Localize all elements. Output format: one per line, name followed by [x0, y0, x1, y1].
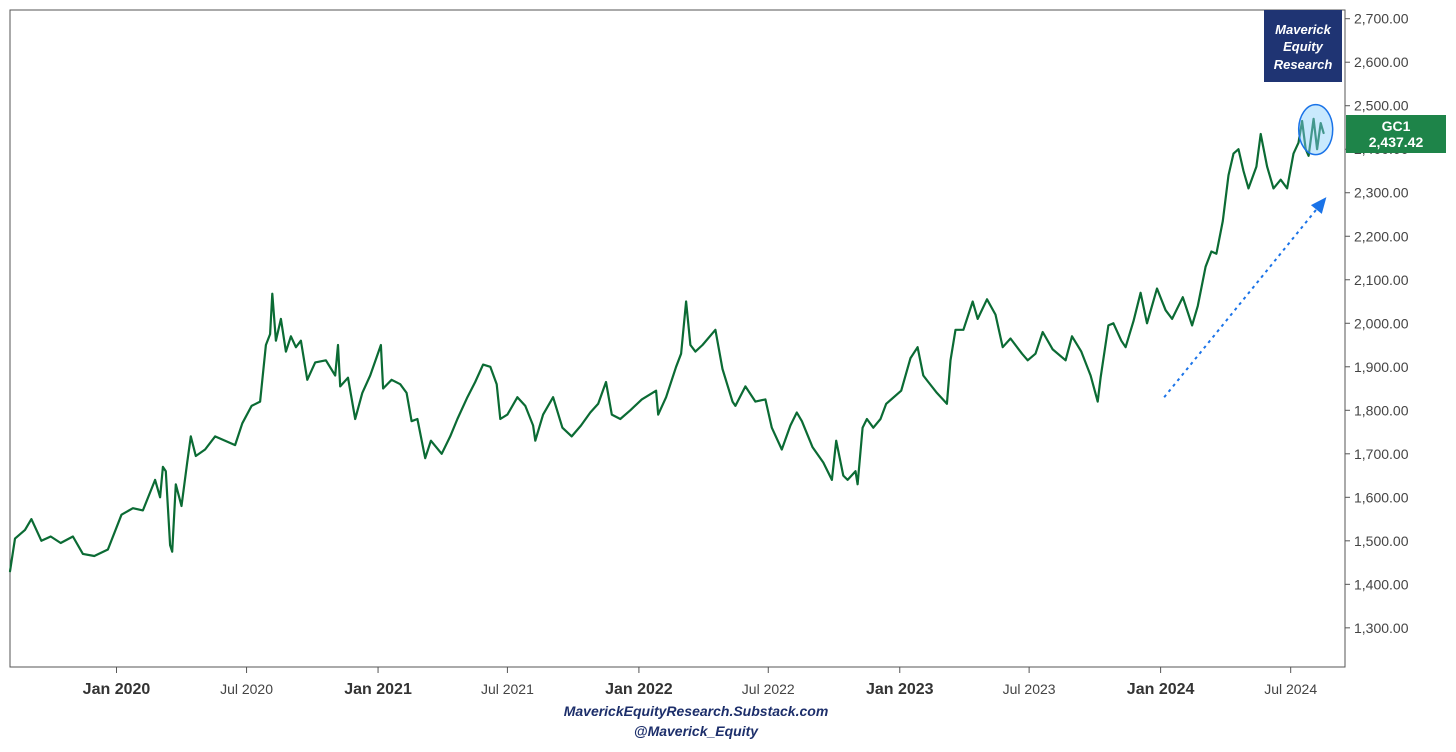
plot-frame — [9, 9, 1346, 668]
x-tick-label: Jul 2021 — [481, 681, 534, 697]
x-tick-label: Jan 2022 — [605, 681, 673, 698]
highlight-ellipse — [1297, 103, 1334, 156]
y-tick-label: 1,900.00 — [1354, 359, 1409, 375]
y-tick-label: 2,100.00 — [1354, 272, 1409, 288]
x-tick-label: Jan 2024 — [1127, 681, 1195, 698]
last-value-tag-bg — [1346, 115, 1446, 153]
trend-arrow-head — [1310, 197, 1327, 214]
y-tick-label: 2,600.00 — [1354, 54, 1409, 70]
x-tick-label: Jan 2023 — [866, 681, 934, 698]
annotation-layer — [1163, 103, 1334, 398]
last-value-price: 2,437.42 — [1369, 134, 1424, 150]
x-tick-label: Jul 2024 — [1264, 681, 1317, 697]
y-tick-label: 1,300.00 — [1354, 620, 1409, 636]
y-tick-label: 1,400.00 — [1354, 576, 1409, 592]
x-tick-label: Jul 2022 — [742, 681, 795, 697]
y-tick-label: 2,000.00 — [1354, 315, 1409, 331]
series-layer — [8, 117, 1325, 573]
y-tick-label: 1,700.00 — [1354, 446, 1409, 462]
watermark-line-1: Maverick — [1275, 22, 1331, 37]
watermark-line-2: Equity — [1283, 39, 1323, 54]
y-tick-label: 2,200.00 — [1354, 228, 1409, 244]
x-tick-label: Jul 2023 — [1003, 681, 1056, 697]
series-line-gc1 — [8, 117, 1325, 573]
last-value-symbol: GC1 — [1382, 118, 1411, 134]
y-tick-label: 1,600.00 — [1354, 489, 1409, 505]
last-value-tag: GC1 2,437.42 — [1346, 115, 1446, 153]
y-axis: 1,300.00 1,400.00 1,500.00 1,600.00 1,700.00… — [1345, 11, 1409, 636]
x-axis: Jan 2020 Jul 2020 Jan 2021 Jul 2021 Jan 2022… — [83, 667, 1317, 698]
x-tick-label: Jul 2020 — [220, 681, 273, 697]
y-tick-label: 2,500.00 — [1354, 98, 1409, 114]
y-tick-label: 2,700.00 — [1354, 11, 1409, 27]
y-tick-label: 1,800.00 — [1354, 402, 1409, 418]
y-tick-label: 1,500.00 — [1354, 533, 1409, 549]
footer-handle: @Maverick_Equity — [633, 723, 759, 739]
watermark-badge: Maverick Equity Research — [1264, 10, 1342, 82]
y-tick-label: 2,300.00 — [1354, 185, 1409, 201]
trend-arrow-line — [1163, 208, 1318, 398]
footer-website: MaverickEquityResearch.Substack.com — [563, 703, 829, 719]
x-tick-label: Jan 2020 — [83, 681, 151, 698]
x-tick-label: Jan 2021 — [344, 681, 412, 698]
watermark-line-3: Research — [1274, 57, 1333, 72]
